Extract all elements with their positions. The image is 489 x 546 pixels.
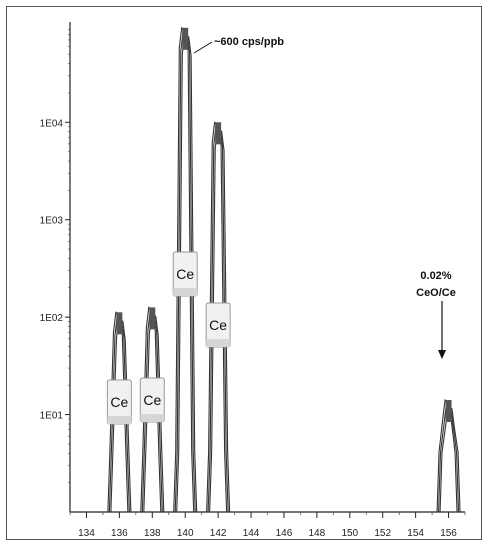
y-tick-label: 1E03 — [40, 216, 64, 227]
x-tick-label: 154 — [407, 528, 424, 539]
annotations: ~600 cps/ppb 0.02% CeO/Ce — [193, 36, 456, 359]
peak-group — [206, 121, 231, 513]
x-tick-label: 140 — [177, 528, 194, 539]
x-tick-label: 138 — [144, 528, 161, 539]
y-tick-label: 1E01 — [40, 411, 64, 422]
annotation-oxide-ratio: CeO/Ce — [416, 287, 456, 299]
peak-label-box-shade — [173, 288, 198, 296]
peak-label-box-shade — [206, 339, 231, 347]
x-tick-label: 142 — [210, 528, 227, 539]
annotation-peak-140: ~600 cps/ppb — [214, 36, 284, 48]
x-tick-label: 156 — [440, 528, 457, 539]
y-tick-label: 1E02 — [40, 313, 64, 324]
peak-label-box-shade — [140, 414, 165, 422]
x-tick-label: 152 — [374, 528, 391, 539]
x-tick-label: 150 — [341, 528, 358, 539]
figure-frame — [6, 6, 482, 540]
annotation-peak-140-leader — [193, 41, 213, 54]
x-ticks: 134 136 138 140 142 144 146 148 150 152 154 156 — [69, 512, 466, 539]
peak-label-box-shade — [107, 416, 132, 424]
peak-crest — [182, 27, 189, 50]
peak-group — [140, 306, 165, 513]
y-tick-label: 1E04 — [40, 118, 64, 129]
x-tick-label: 146 — [276, 528, 293, 539]
x-tick-label: 134 — [78, 528, 95, 539]
peak-labels: Ce Ce Ce Ce — [106, 251, 231, 425]
peak-group — [436, 398, 461, 513]
peak-label-136: Ce — [106, 379, 132, 425]
x-tick-label: 148 — [309, 528, 326, 539]
y-ticks: 1E01 1E02 1E03 1E04 — [40, 29, 70, 483]
x-tick-label: 136 — [111, 528, 128, 539]
spectrum-peaks — [107, 26, 461, 513]
peak-label-142: Ce — [205, 302, 231, 348]
peak-group — [107, 311, 132, 513]
peak-group — [173, 26, 198, 513]
peak-crest — [116, 312, 123, 335]
peak-label-text: Ce — [176, 266, 194, 282]
peak-label-text: Ce — [143, 392, 161, 408]
peak-label-text: Ce — [209, 317, 227, 333]
peak-crest — [149, 307, 156, 330]
peak-label-140: Ce — [172, 251, 198, 297]
x-tick-label: 144 — [243, 528, 260, 539]
peak-label-138: Ce — [139, 377, 165, 423]
peak-crest — [215, 122, 222, 145]
peak-label-text: Ce — [110, 394, 128, 410]
annotation-oxide-percent: 0.02% — [420, 270, 451, 282]
annotation-oxide-arrow-head — [438, 350, 446, 359]
peak-crest — [445, 399, 452, 422]
